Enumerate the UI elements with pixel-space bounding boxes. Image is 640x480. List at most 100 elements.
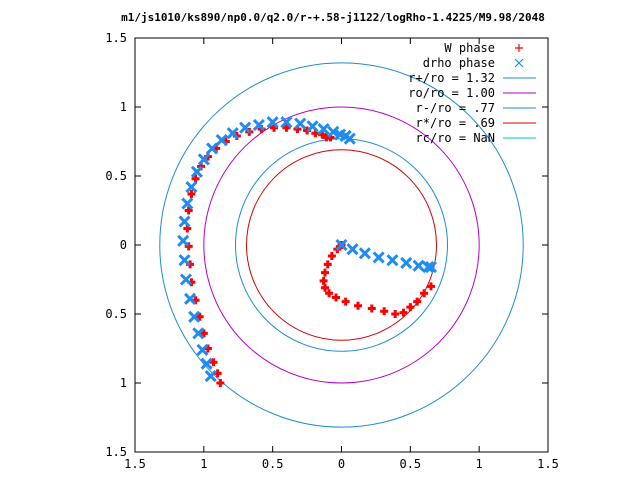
- cross-mark: [372, 251, 385, 264]
- w-phase-point: [426, 282, 435, 291]
- legend-label: rc/ro = NaN: [416, 131, 495, 145]
- plus-mark: [282, 123, 291, 132]
- cross-mark: [327, 125, 340, 138]
- drho-phase-point: [266, 116, 279, 129]
- cross-mark: [424, 261, 438, 274]
- cross-mark: [346, 243, 359, 256]
- cross-mark: [226, 127, 239, 140]
- cross-mark: [343, 132, 356, 145]
- w-phase-point: [184, 206, 193, 215]
- y-tick-label: 1: [120, 376, 127, 390]
- plus-mark: [216, 379, 225, 387]
- drho-phase-point: [335, 238, 348, 252]
- cross-mark: [188, 310, 201, 323]
- drho-phase-point: [412, 259, 425, 272]
- w-phase-point: [331, 293, 340, 302]
- drho-phase-point: [177, 234, 190, 247]
- radius-circle-5: [246, 149, 437, 341]
- w-phase-point: [406, 303, 415, 312]
- legend-label: ro/ro = 1.00: [408, 86, 495, 100]
- w-phase-point: [399, 308, 408, 317]
- drho-phase-point: [346, 243, 359, 256]
- cross-mark: [294, 117, 307, 130]
- cross-mark: [196, 343, 209, 356]
- cross-mark: [178, 215, 191, 228]
- drho-phase-point: [190, 165, 204, 178]
- cross-mark: [192, 327, 205, 340]
- cross-mark: [280, 116, 293, 129]
- legend-label: drho phase: [423, 56, 495, 70]
- drho-phase-point: [424, 261, 438, 274]
- legend-label: r+/ro = 1.32: [408, 71, 495, 85]
- legend-entry: r-/ro = .77: [416, 101, 536, 115]
- plus-mark: [199, 329, 208, 338]
- plus-mark: [320, 283, 329, 292]
- legend-entry: r*/ro = .69: [416, 116, 536, 130]
- chart-title: m1/js1010/ks890/np0.0/q2.0/r-+.58-j1122/…: [121, 11, 545, 24]
- plus-mark: [399, 308, 408, 317]
- plus-mark: [341, 297, 350, 306]
- w-phase-point: [391, 310, 400, 318]
- w-phase-point: [323, 260, 332, 269]
- cross-mark: [412, 259, 425, 272]
- drho-phase-point: [206, 142, 219, 155]
- w-phase-point: [320, 283, 329, 292]
- drho-phase-point: [197, 153, 210, 166]
- drho-phase-point: [178, 215, 191, 228]
- w-phase-point: [327, 252, 336, 261]
- plus-mark: [187, 189, 196, 198]
- w-phase-point: [420, 289, 429, 298]
- plus-mark: [426, 282, 435, 291]
- legend-entry: ro/ro = 1.00: [408, 86, 536, 100]
- legend-entry: rc/ro = NaN: [416, 131, 536, 145]
- drho-phase-point: [294, 117, 307, 130]
- y-tick-label: 1: [120, 100, 127, 114]
- cross-mark: [239, 121, 252, 134]
- drho-phase-point: [280, 116, 293, 129]
- legend-label: r*/ro = .69: [416, 116, 495, 130]
- legend-entry: W phase: [444, 41, 523, 55]
- cross-mark: [184, 292, 197, 305]
- drho-phase-point: [358, 247, 371, 260]
- drho-phase-point: [200, 357, 213, 370]
- w-phase-point: [320, 268, 329, 277]
- plus-mark: [209, 358, 218, 367]
- y-tick-label: 0: [120, 238, 127, 252]
- cross-mark: [197, 153, 210, 166]
- cross-mark: [422, 261, 435, 274]
- drho-phase-point: [179, 273, 192, 286]
- cross-mark: [177, 234, 190, 247]
- drho-phase-point: [178, 254, 191, 267]
- drho-phase-point: [343, 132, 356, 145]
- legend-entry: r+/ro = 1.32: [408, 71, 536, 85]
- w-phase-point: [184, 242, 193, 251]
- plus-mark: [319, 276, 328, 285]
- cross-mark: [266, 116, 279, 129]
- plus-mark: [184, 242, 193, 251]
- plus-mark: [323, 260, 332, 269]
- drho-phase-point: [196, 343, 209, 356]
- cross-mark: [386, 254, 399, 267]
- plus-mark: [354, 301, 363, 310]
- drho-phase-point: [226, 127, 239, 140]
- x-tick-label: 1.5: [124, 457, 146, 471]
- w-phase-point: [325, 289, 334, 298]
- cross-mark: [190, 165, 204, 178]
- cross-mark: [317, 123, 330, 136]
- y-tick-label: 1.5: [105, 31, 127, 45]
- cross-mark: [358, 247, 371, 260]
- cross-mark: [335, 238, 348, 252]
- drho-phase-point: [215, 134, 228, 147]
- drho-phase-point: [188, 310, 201, 323]
- w-phase-point: [209, 358, 218, 367]
- cross-mark: [181, 197, 194, 210]
- w-phase-point: [282, 123, 291, 132]
- plus-mark: [325, 289, 334, 298]
- drho-phase-point: [192, 327, 205, 340]
- w-phase-point: [187, 189, 196, 198]
- drho-phase-point: [327, 125, 340, 138]
- y-tick-label: 1.5: [105, 445, 127, 459]
- x-tick-label: 1.5: [537, 457, 559, 471]
